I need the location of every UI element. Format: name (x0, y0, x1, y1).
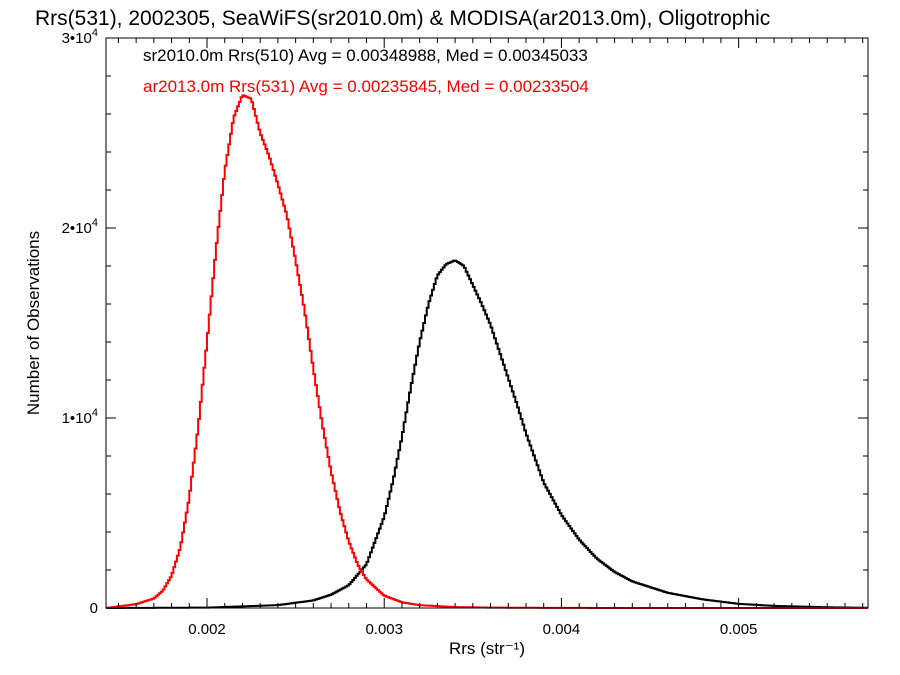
x-tick-label: 0.002 (188, 621, 226, 638)
y-tick-label: 3•104 (62, 27, 98, 47)
x-axis-label: Rrs (str⁻¹) (449, 639, 525, 658)
legend-entry-ar2013: ar2013.0m Rrs(531) Avg = 0.00235845, Med… (143, 77, 589, 96)
series-layer (106, 94, 868, 609)
legend-entry-sr2010: sr2010.0m Rrs(510) Avg = 0.00348988, Med… (143, 46, 588, 65)
y-tick-label: 1•104 (62, 407, 98, 427)
y-tick-label: 0 (90, 600, 98, 617)
x-tick-label: 0.004 (543, 621, 581, 638)
plot-frame (105, 37, 869, 609)
tick-layer: 0.002 0.003 0.004 0.005 0 1•104 2•104 3•104 (62, 27, 868, 638)
histogram-series-sr2010 (106, 259, 868, 609)
histogram-series-ar2013 (106, 94, 868, 609)
x-tick-label: 0.005 (720, 621, 758, 638)
y-axis-label: Number of Observations (24, 231, 43, 415)
x-tick-label: 0.003 (365, 621, 403, 638)
y-tick-label: 2•104 (62, 217, 98, 237)
chart-title: Rrs(531), 2002305, SeaWiFS(sr2010.0m) & … (35, 7, 770, 30)
